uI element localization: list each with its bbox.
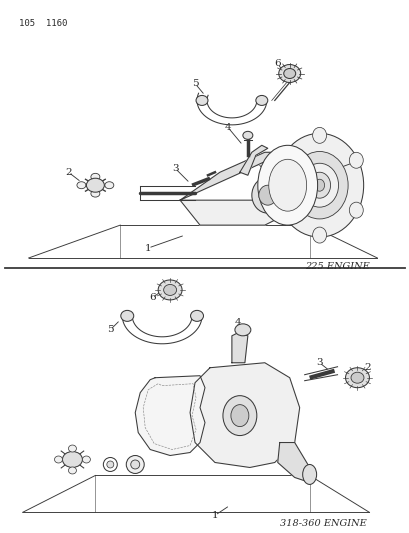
Polygon shape [277,442,309,482]
Ellipse shape [251,177,283,213]
Ellipse shape [190,310,203,321]
Ellipse shape [275,152,289,168]
Ellipse shape [312,227,326,243]
Polygon shape [180,155,284,225]
Ellipse shape [290,151,347,219]
Text: 318-360 ENGINE: 318-360 ENGINE [279,519,366,528]
Text: 3: 3 [171,164,178,173]
Text: 1: 1 [211,511,218,520]
Ellipse shape [257,146,317,225]
Ellipse shape [62,451,82,467]
Ellipse shape [268,159,306,211]
Ellipse shape [300,163,338,207]
Ellipse shape [196,95,207,106]
Ellipse shape [68,467,76,474]
Ellipse shape [82,456,90,463]
Text: 225 ENGINE: 225 ENGINE [304,262,369,271]
Text: 5: 5 [107,325,113,334]
Text: 4: 4 [224,123,231,132]
Ellipse shape [86,178,104,192]
Polygon shape [231,333,247,363]
Text: 6: 6 [274,59,281,68]
Text: 5: 5 [191,79,198,88]
Ellipse shape [348,152,362,168]
Ellipse shape [234,324,250,336]
Ellipse shape [107,461,114,468]
Ellipse shape [308,172,330,198]
Text: 8: 8 [351,158,357,167]
Text: 105  1160: 105 1160 [18,19,67,28]
Text: 3: 3 [315,358,322,367]
Text: 6: 6 [148,294,155,302]
Ellipse shape [345,368,369,387]
Text: 1: 1 [144,244,151,253]
Ellipse shape [222,395,256,435]
Ellipse shape [242,131,252,139]
Text: 7: 7 [254,159,261,168]
Polygon shape [239,146,267,175]
Ellipse shape [275,133,363,237]
Ellipse shape [314,179,324,191]
Ellipse shape [350,372,363,383]
Ellipse shape [275,202,289,218]
Text: 4: 4 [234,318,240,327]
Ellipse shape [163,285,176,295]
Ellipse shape [91,190,100,197]
Ellipse shape [68,445,76,452]
Ellipse shape [283,69,295,78]
Ellipse shape [230,405,248,426]
Ellipse shape [312,127,326,143]
Polygon shape [190,363,299,467]
Ellipse shape [255,95,267,106]
Text: 8: 8 [134,411,140,420]
Text: 2: 2 [363,363,370,372]
Ellipse shape [158,280,182,300]
Polygon shape [180,152,284,200]
Ellipse shape [126,456,144,473]
Ellipse shape [302,464,316,484]
Ellipse shape [258,185,276,205]
Ellipse shape [91,173,100,180]
Ellipse shape [121,310,133,321]
Ellipse shape [77,182,86,189]
Text: 2: 2 [65,168,72,177]
Ellipse shape [348,202,362,218]
Ellipse shape [54,456,62,463]
Ellipse shape [130,460,139,469]
Ellipse shape [105,182,114,189]
Ellipse shape [278,64,300,83]
Polygon shape [135,376,204,456]
